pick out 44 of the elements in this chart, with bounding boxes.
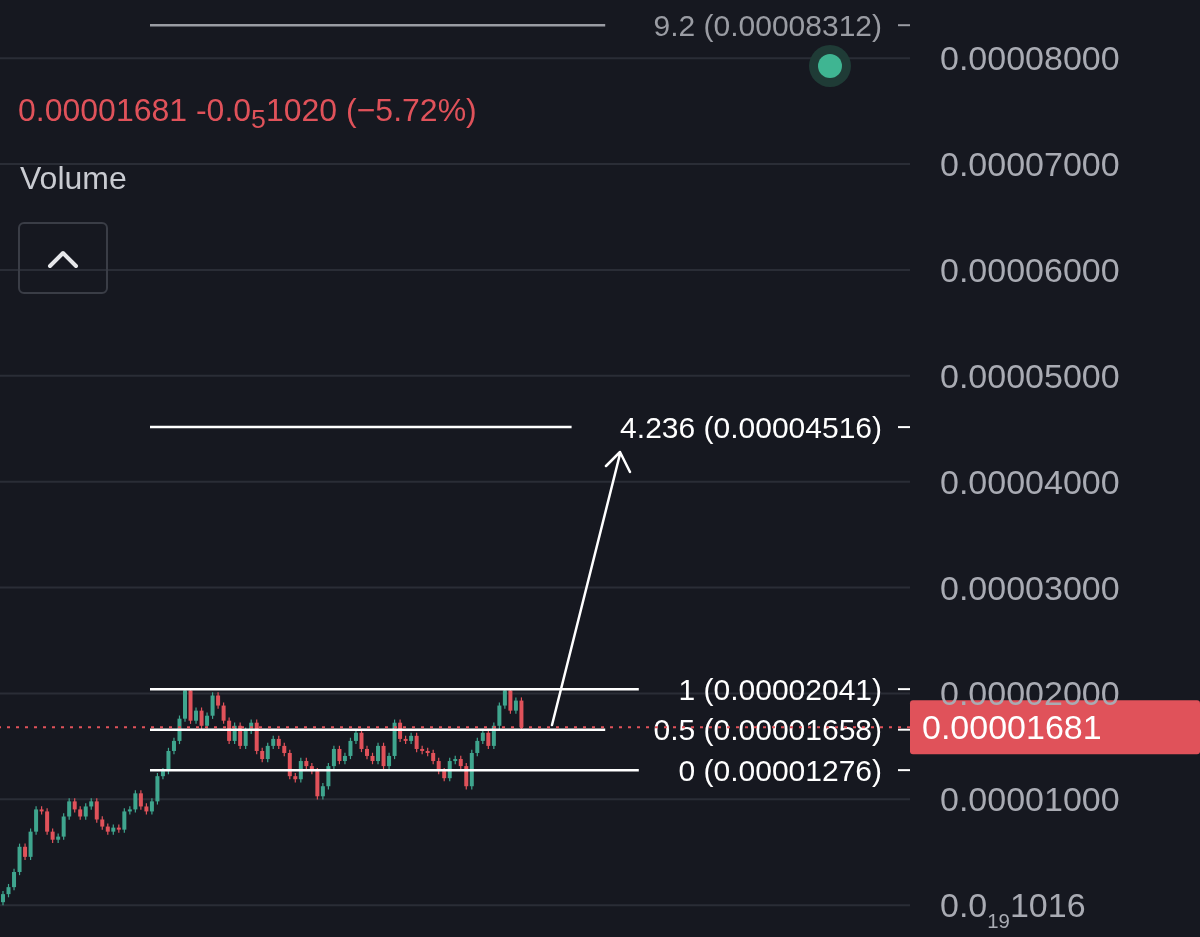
y-tick-label: 0.00008000 bbox=[940, 39, 1120, 78]
candlestick bbox=[486, 728, 491, 750]
candlestick bbox=[348, 737, 353, 760]
candlestick bbox=[34, 805, 39, 836]
y-tick-label: 0.00004000 bbox=[940, 462, 1120, 501]
candlestick bbox=[265, 742, 270, 763]
candlestick bbox=[45, 807, 50, 836]
candlestick bbox=[12, 868, 17, 891]
candlestick bbox=[210, 691, 215, 720]
candlestick bbox=[381, 742, 386, 770]
annotation: 0.00001681 -0.0$_{5}$1020 (−5.72%) bbox=[18, 92, 477, 136]
candlestick bbox=[133, 789, 138, 814]
candlestick bbox=[331, 745, 336, 770]
ref-line-label: 9.2 (0.00008312) bbox=[653, 8, 882, 42]
ref-line-label: 0 (0.00001276) bbox=[678, 753, 882, 787]
ref-line-label: 1 (0.00002041) bbox=[678, 672, 882, 706]
candlestick bbox=[94, 797, 99, 824]
ref-line-label: 4.236 (0.00004516) bbox=[620, 410, 882, 444]
candlestick bbox=[414, 732, 419, 753]
candlestick bbox=[475, 737, 480, 757]
y-tick-label: 0.00005000 bbox=[940, 356, 1120, 395]
candlestick bbox=[61, 812, 66, 841]
candlestick bbox=[287, 749, 292, 780]
candlestick bbox=[122, 807, 127, 834]
annotation: Volume bbox=[20, 160, 127, 197]
y-tick-label: 0.00003000 bbox=[940, 568, 1120, 607]
candlestick bbox=[337, 745, 342, 765]
candlestick bbox=[221, 701, 226, 725]
candlestick bbox=[508, 688, 513, 715]
y-tick-label: 0.0$_{19}$1016 bbox=[940, 886, 1086, 933]
candlestick bbox=[199, 706, 204, 730]
candlestick bbox=[326, 762, 331, 791]
y-tick-label: 0.00007000 bbox=[940, 145, 1120, 184]
ref-line-label: 0.00001681 bbox=[922, 708, 1102, 747]
y-tick-label: 0.00006000 bbox=[940, 250, 1120, 289]
candlestick bbox=[359, 728, 364, 753]
ref-line-label: 0.5 (0.00001658) bbox=[653, 713, 882, 747]
candlestick bbox=[67, 797, 72, 821]
candlestick bbox=[464, 762, 469, 791]
candlestick bbox=[497, 701, 502, 730]
candlestick bbox=[138, 789, 143, 811]
candlestick bbox=[376, 742, 381, 765]
candlestick bbox=[166, 747, 171, 775]
y-tick-label: 0.00001000 bbox=[940, 780, 1120, 819]
